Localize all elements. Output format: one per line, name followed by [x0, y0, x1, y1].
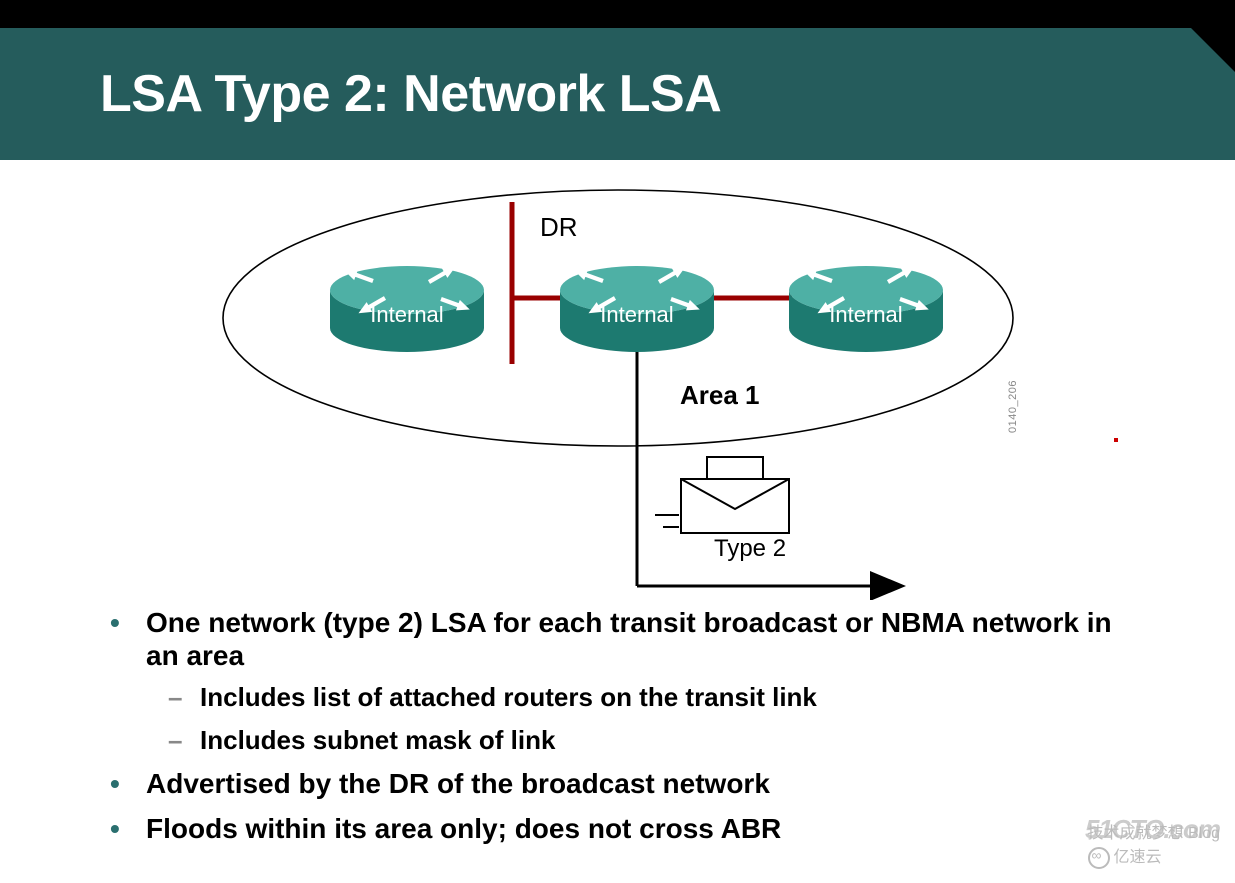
network-diagram: Internal Internal Internal DR Area 1 Type 2	[0, 170, 1235, 600]
svg-text:Internal: Internal	[370, 302, 443, 327]
svg-text:Type 2: Type 2	[714, 535, 786, 562]
side-code: 0140_206	[1007, 380, 1019, 433]
slide: LSA Type 2: Network LSA InternalInternal…	[0, 0, 1235, 883]
top-black-bar	[0, 0, 1235, 28]
slide-title: LSA Type 2: Network LSA	[100, 64, 721, 124]
router-icon: Internal	[560, 262, 714, 352]
svg-text:Area 1: Area 1	[680, 380, 760, 410]
bullet-list: One network (type 2) LSA for each transi…	[110, 606, 1120, 857]
svg-text:DR: DR	[540, 212, 578, 242]
red-dot	[1114, 438, 1118, 442]
watermark-text: 技术成就梦想 Blog	[1088, 825, 1220, 842]
bullet-item: Advertised by the DR of the broadcast ne…	[110, 767, 1120, 800]
watermark-brand: 亿速云	[1114, 849, 1162, 866]
sub-bullet-item: Includes list of attached routers on the…	[168, 682, 1120, 713]
watermark-sub: 技术成就梦想 Blog 亿速云	[1088, 819, 1220, 869]
bullet-item: One network (type 2) LSA for each transi…	[110, 606, 1120, 755]
svg-text:Internal: Internal	[600, 302, 673, 327]
lsa-packet-icon: Type 2	[655, 457, 789, 562]
bullet-item: Floods within its area only; does not cr…	[110, 812, 1120, 845]
router-icon: Internal	[789, 262, 943, 352]
sub-bullet-item: Includes subnet mask of link	[168, 725, 1120, 756]
cloud-icon	[1088, 847, 1110, 869]
corner-triangle	[1163, 0, 1235, 72]
router-icon: Internal	[330, 262, 484, 352]
svg-text:Internal: Internal	[829, 302, 902, 327]
header-bar: LSA Type 2: Network LSA	[0, 28, 1235, 160]
